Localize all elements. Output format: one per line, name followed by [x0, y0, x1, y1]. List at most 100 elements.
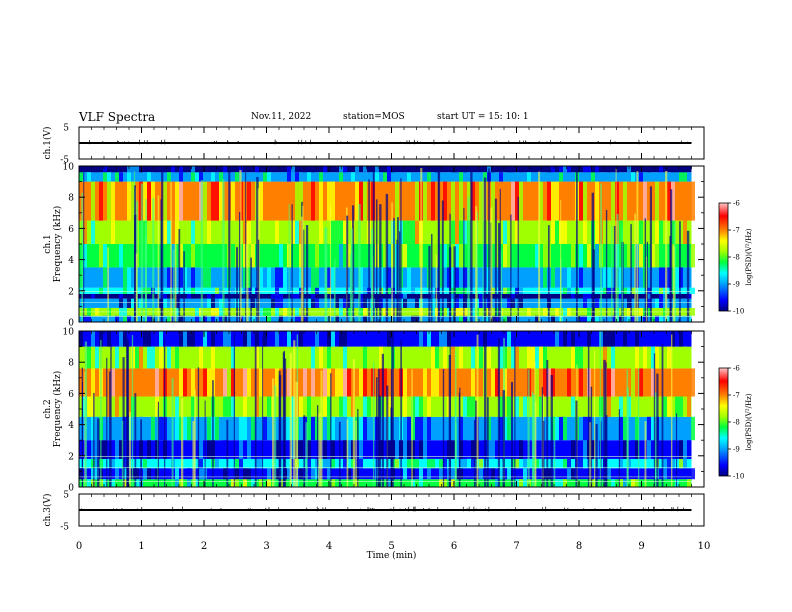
- spectrogram-cell: [207, 220, 211, 244]
- spectrogram-cell: [515, 267, 519, 288]
- spectrogram-cell: [103, 244, 107, 268]
- spectrogram-cell: [151, 416, 155, 441]
- spectrogram-cell: [463, 166, 467, 173]
- spectrogram-cell: [95, 315, 99, 322]
- spectrogram-cell: [263, 331, 267, 347]
- spectrogram-cell: [339, 396, 343, 417]
- spectrogram-cell: [451, 181, 455, 221]
- spectrogram-cell: [355, 293, 359, 299]
- spectrogram-cell: [263, 479, 267, 487]
- spectrogram-cell: [431, 181, 435, 221]
- spectrogram-cell: [199, 468, 203, 480]
- spectrogram-cell: [387, 479, 391, 487]
- sferic-streak: [618, 409, 621, 487]
- spectrogram-cell: [131, 298, 135, 308]
- spectrogram-cell: [603, 287, 607, 294]
- spectrogram-band: [79, 458, 692, 469]
- colorbar-tick-label: -7: [733, 392, 740, 400]
- spectrogram-cell: [239, 368, 243, 397]
- spectrogram-cell: [491, 468, 495, 480]
- spectrogram-cell: [239, 479, 243, 487]
- spectrogram-cell: [279, 172, 283, 182]
- spectrogram-cell: [323, 468, 327, 480]
- spectrogram-cell: [403, 293, 407, 299]
- spectrogram-cell: [183, 440, 187, 459]
- spectrogram-cell: [187, 315, 191, 322]
- sferic-streak: [644, 218, 647, 322]
- spectrogram-cell: [655, 220, 659, 244]
- spectrogram-cell: [391, 244, 395, 268]
- spectrogram-cell: [275, 396, 279, 417]
- spectrogram-cell: [303, 166, 307, 173]
- spectrogram-cell: [203, 172, 207, 182]
- spectrogram-cell: [431, 244, 435, 268]
- sferic-streak: [144, 235, 147, 322]
- sferic-streak: [538, 171, 541, 322]
- spectrogram-cell: [443, 396, 447, 417]
- spectrogram-cell: [387, 416, 391, 441]
- spectrogram-cell: [339, 368, 343, 397]
- spectrogram-cell: [307, 181, 311, 221]
- spectrogram-cell: [627, 396, 631, 417]
- spectrogram-cell: [275, 368, 279, 397]
- spectrogram-cell: [207, 293, 211, 299]
- sferic-streak: [575, 400, 578, 487]
- sferic-streak: [488, 168, 490, 322]
- spectrogram-cell: [635, 440, 639, 459]
- sferic-streak: [291, 204, 293, 322]
- spectrogram-cell: [415, 220, 419, 244]
- spectrogram-cell: [595, 331, 599, 347]
- spectrogram-cell: [411, 298, 415, 308]
- spectrogram-cell: [191, 331, 195, 347]
- spectrogram-cell: [479, 346, 483, 369]
- spectrogram-cell: [307, 172, 311, 182]
- spectrogram-cell: [635, 166, 639, 173]
- spectrogram-cell: [243, 396, 247, 417]
- spectrogram-cell: [183, 331, 187, 347]
- spectrogram-cell: [311, 298, 315, 308]
- spectrogram-cell: [331, 267, 335, 288]
- spectrogram-band: [79, 479, 692, 487]
- spectrogram-cell: [103, 346, 107, 369]
- spectrogram-cell: [331, 220, 335, 244]
- sferic-streak: [129, 411, 132, 487]
- sferic-streak: [293, 340, 296, 487]
- sferic-streak: [600, 421, 602, 487]
- sferic-streak: [449, 213, 451, 322]
- x-tick-label: 1: [138, 541, 144, 552]
- spectrogram-cell: [111, 440, 115, 459]
- spectrogram-cell: [463, 396, 467, 417]
- spectrogram-cell: [147, 440, 151, 459]
- spectrogram-cell: [487, 346, 491, 369]
- spectrogram-cell: [543, 346, 547, 369]
- spectrogram-cell: [691, 307, 695, 316]
- sferic-streak: [278, 370, 281, 487]
- spectrogram-cell: [223, 346, 227, 369]
- spectrogram-cell: [283, 298, 287, 308]
- sferic-streak: [164, 338, 166, 487]
- spectrogram-cell: [675, 298, 679, 308]
- spectrogram-cell: [327, 416, 331, 441]
- spectrogram-cell: [623, 346, 627, 369]
- spectrogram-cell: [671, 181, 675, 221]
- sferic-streak: [599, 331, 601, 487]
- spectrogram-cell: [291, 220, 295, 244]
- spectrogram-cell: [227, 368, 231, 397]
- spectrogram-cell: [267, 468, 271, 480]
- spectrogram-cell: [339, 244, 343, 268]
- spectrogram-cell: [659, 346, 663, 369]
- spectrogram-cell: [155, 458, 159, 469]
- spectrogram-cell: [587, 166, 591, 173]
- spectrogram-cell: [667, 267, 671, 288]
- spectrogram-cell: [407, 267, 411, 288]
- spectrogram-cell: [579, 267, 583, 288]
- spectrogram-cell: [427, 416, 431, 441]
- sferic-streak: [271, 378, 275, 487]
- y-tick-label: 5: [63, 491, 69, 501]
- spectrogram-cell: [387, 267, 391, 288]
- spectrogram-cell: [567, 468, 571, 480]
- spectrogram-cell: [611, 287, 615, 294]
- spectrogram-cell: [187, 293, 191, 299]
- spectrogram-cell: [411, 220, 415, 244]
- spectrogram-cell: [563, 416, 567, 441]
